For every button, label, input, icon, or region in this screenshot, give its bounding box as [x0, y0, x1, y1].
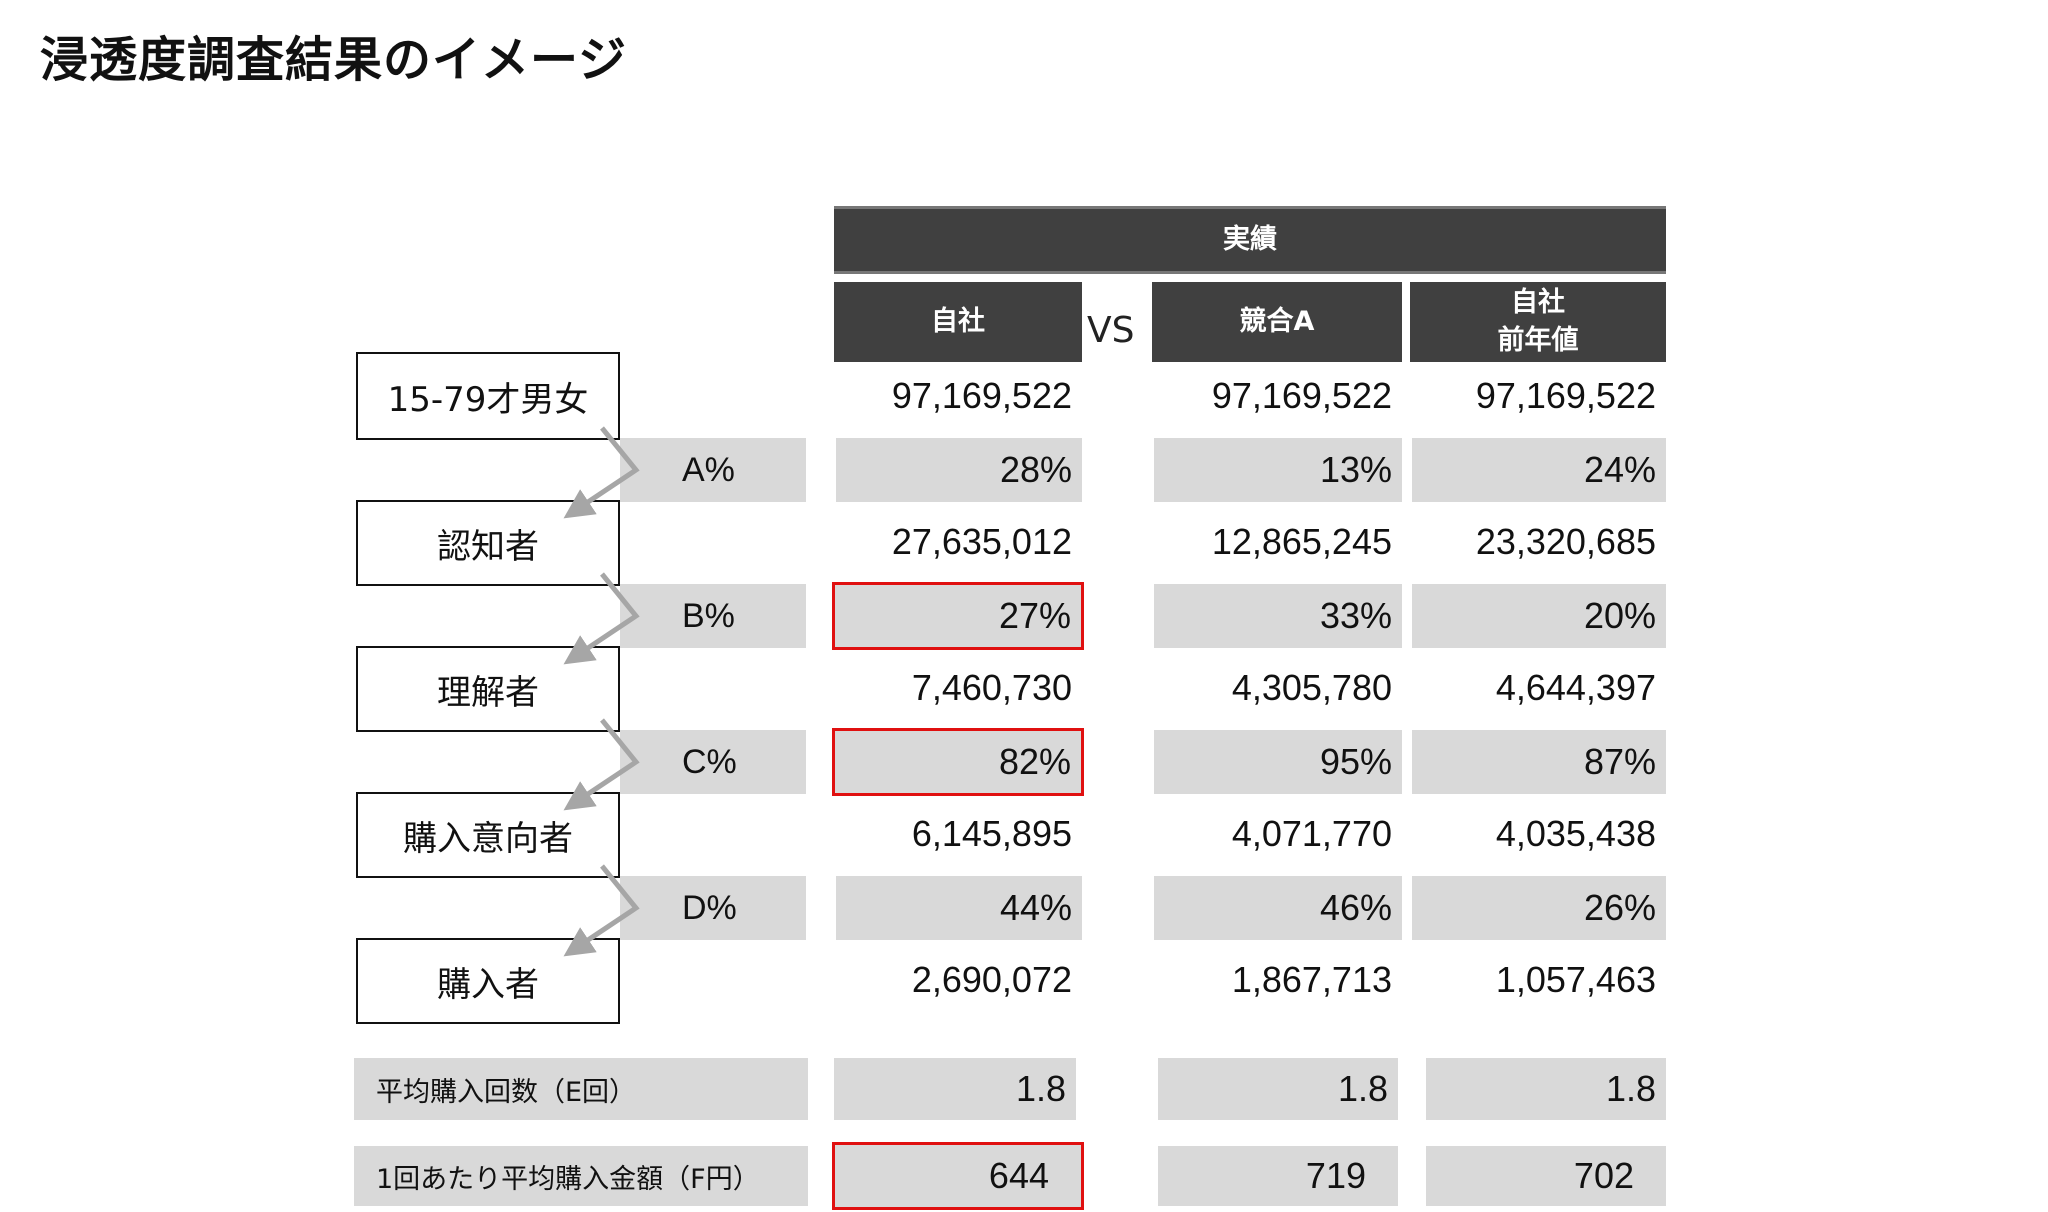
- cell-ratio-d-prev: 26%: [1412, 876, 1666, 940]
- cell-ratio-a-competitor: 13%: [1154, 438, 1402, 502]
- ratio-label-c: C%: [620, 730, 806, 794]
- header-actual: 実績: [834, 206, 1666, 274]
- cell-purchaser-prev: 1,057,463: [1495, 959, 1656, 1000]
- cell-avg-count-competitor: 1.8: [1158, 1058, 1398, 1120]
- header-prev-year-line1: 自社: [1511, 287, 1565, 318]
- cell-ratio-a-prev: 24%: [1412, 438, 1666, 502]
- funnel-arrow-2: [563, 572, 640, 665]
- cell-intent-competitor: 4,071,770: [1231, 813, 1392, 854]
- cell-ratio-b-competitor: 33%: [1154, 584, 1402, 648]
- cell-purchaser-own: 2,690,072: [911, 959, 1072, 1000]
- cell-understand-competitor: 4,305,780: [1231, 667, 1392, 708]
- cell-ratio-c-own-highlighted: 82%: [832, 728, 1084, 796]
- cell-ratio-a-own: 28%: [836, 438, 1082, 502]
- cell-ratio-c-prev: 87%: [1412, 730, 1666, 794]
- vs-label: VS: [1087, 310, 1135, 351]
- funnel-arrow-4: [563, 864, 640, 957]
- cell-aware-own: 27,635,012: [891, 521, 1072, 562]
- cell-purchaser-competitor: 1,867,713: [1231, 959, 1392, 1000]
- funnel-arrow-1: [563, 426, 640, 519]
- cell-ratio-d-competitor: 46%: [1154, 876, 1402, 940]
- cell-population-prev: 97,169,522: [1475, 375, 1656, 416]
- metric-label-avg-purchase-amount: 1回あたり平均購入金額（F円）: [354, 1146, 808, 1206]
- stage-box-intent: 購入意向者: [356, 792, 620, 878]
- ratio-label-a: A%: [620, 438, 806, 502]
- cell-population-own: 97,169,522: [891, 375, 1072, 416]
- cell-aware-prev: 23,320,685: [1475, 521, 1656, 562]
- cell-ratio-c-competitor: 95%: [1154, 730, 1402, 794]
- page-title: 浸透度調査結果のイメージ: [40, 32, 628, 88]
- ratio-label-b: B%: [620, 584, 806, 648]
- cell-population-competitor: 97,169,522: [1211, 375, 1392, 416]
- cell-understand-own: 7,460,730: [911, 667, 1072, 708]
- cell-intent-own: 6,145,895: [911, 813, 1072, 854]
- header-prev-year: 自社 前年値: [1410, 282, 1666, 362]
- ratio-label-d: D%: [620, 876, 806, 940]
- header-own-company: 自社: [834, 282, 1082, 362]
- cell-avg-amount-competitor: 719: [1158, 1146, 1398, 1206]
- cell-intent-prev: 4,035,438: [1495, 813, 1656, 854]
- cell-ratio-b-prev: 20%: [1412, 584, 1666, 648]
- funnel-arrow-3: [563, 718, 640, 811]
- stage-box-population: 15-79才男女: [356, 352, 620, 440]
- header-prev-year-line2: 前年値: [1497, 325, 1579, 356]
- cell-avg-count-prev: 1.8: [1426, 1058, 1666, 1120]
- header-competitor-a: 競合A: [1152, 282, 1402, 362]
- metric-label-avg-purchase-count: 平均購入回数（E回）: [354, 1058, 808, 1120]
- cell-avg-amount-own-highlighted: 644: [832, 1142, 1084, 1210]
- cell-avg-amount-prev: 702: [1426, 1146, 1666, 1206]
- cell-understand-prev: 4,644,397: [1495, 667, 1656, 708]
- cell-ratio-d-own: 44%: [836, 876, 1082, 940]
- cell-ratio-b-own-highlighted: 27%: [832, 582, 1084, 650]
- cell-aware-competitor: 12,865,245: [1211, 521, 1392, 562]
- cell-avg-count-own: 1.8: [834, 1058, 1076, 1120]
